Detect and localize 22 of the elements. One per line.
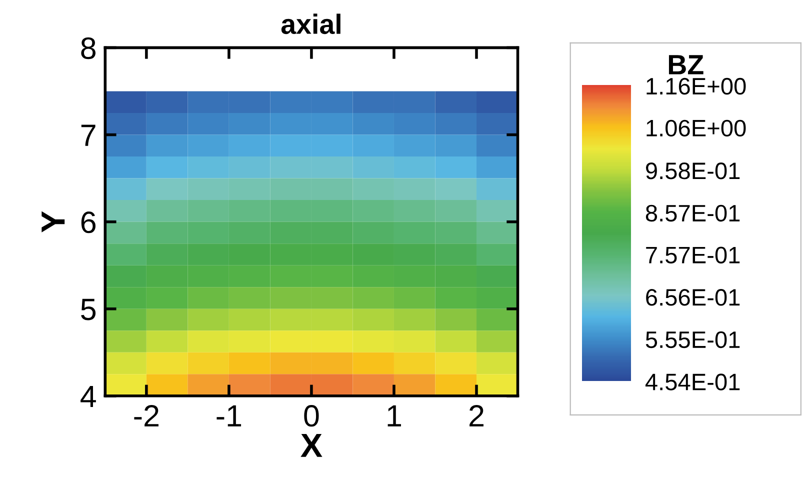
- color-bar-label: 1.16E+00: [646, 78, 746, 95]
- color-bar-label: 6.56E-01: [646, 289, 740, 306]
- y-tick-label: 7: [81, 124, 96, 146]
- color-bar-label: 4.54E-01: [645, 374, 740, 390]
- x-axis-title: X: [300, 434, 322, 457]
- y-tick-label: 5: [81, 298, 96, 320]
- y-tick-label: 8: [81, 37, 96, 60]
- chart-title: axial: [281, 14, 340, 34]
- y-axis-title: Y: [42, 211, 65, 232]
- color-bar-label: 5.55E-01: [646, 331, 740, 348]
- color-bar-label: 7.57E-01: [646, 246, 740, 264]
- color-bar-label: 8.57E-01: [646, 204, 740, 222]
- color-bar-title: BZ: [668, 55, 704, 74]
- y-tick-label: 4: [80, 386, 96, 407]
- x-tick-label: 2: [470, 405, 484, 426]
- y-tick-label: 6: [81, 212, 96, 234]
- x-tick-label: -2: [134, 405, 158, 426]
- x-tick-label: 1: [388, 405, 401, 426]
- color-bar-label: 1.06E+00: [646, 120, 746, 137]
- x-tick-label: 0: [304, 405, 319, 427]
- color-bar-label: 9.58E-01: [646, 162, 740, 180]
- x-tick-label: -1: [216, 405, 242, 426]
